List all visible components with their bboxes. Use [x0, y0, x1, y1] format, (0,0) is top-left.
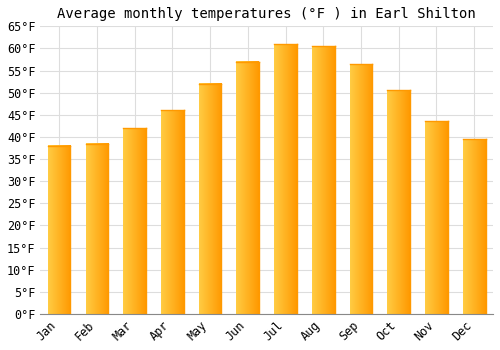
Title: Average monthly temperatures (°F ) in Earl Shilton: Average monthly temperatures (°F ) in Ea… [58, 7, 476, 21]
